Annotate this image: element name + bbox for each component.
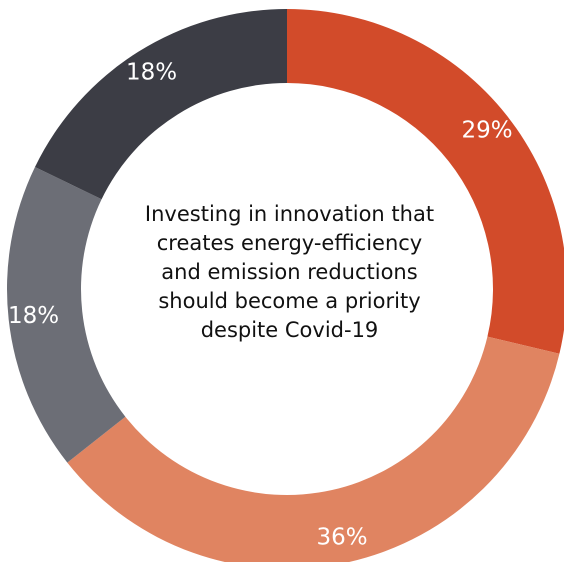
center-caption-line-5: despite Covid-19 [112, 316, 467, 345]
donut-slice-2 [67, 337, 559, 562]
center-caption-line-3: and emission reductions [112, 258, 467, 287]
center-caption-line-1: Investing in innovation that [112, 200, 467, 229]
center-caption-line-4: should become a priority [112, 287, 467, 316]
slice-label-1: 29% [462, 117, 513, 143]
center-caption-line-2: creates energy-efficiency [112, 229, 467, 258]
donut-slice-4 [35, 9, 287, 199]
slice-label-4: 18% [126, 59, 177, 85]
center-caption: Investing in innovation that creates ene… [112, 200, 467, 345]
slice-label-3: 18% [8, 303, 59, 329]
slice-label-2: 36% [317, 524, 368, 550]
